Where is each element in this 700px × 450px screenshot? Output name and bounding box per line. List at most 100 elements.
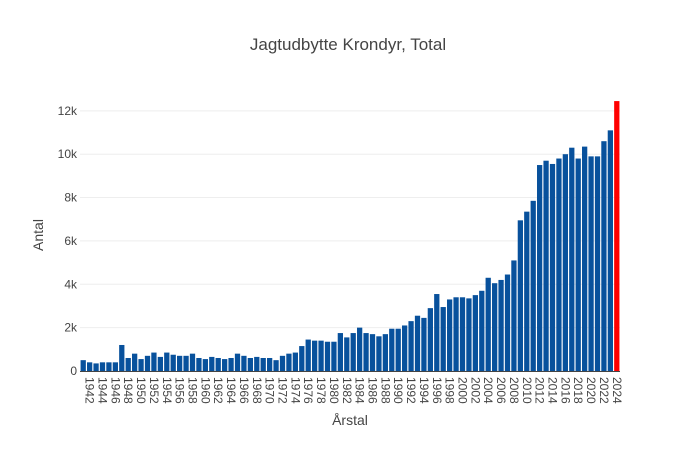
bar[interactable] <box>376 336 382 371</box>
bar[interactable] <box>305 339 311 371</box>
bar[interactable] <box>447 299 453 371</box>
bar[interactable] <box>440 307 446 371</box>
bar[interactable] <box>408 321 414 371</box>
bar[interactable] <box>183 355 189 371</box>
x-tick-label: 1992 <box>404 377 418 404</box>
y-tick-label: 0 <box>70 364 77 378</box>
x-tick-label: 1986 <box>366 377 380 404</box>
bar[interactable] <box>530 200 536 371</box>
x-tick-label: 2010 <box>520 377 534 404</box>
bar[interactable] <box>414 315 421 371</box>
bar[interactable] <box>549 163 556 371</box>
bar[interactable] <box>215 357 221 371</box>
bar[interactable] <box>543 160 549 371</box>
bar[interactable] <box>466 298 472 371</box>
bar[interactable] <box>234 353 241 371</box>
bar[interactable] <box>331 341 337 371</box>
bar[interactable] <box>492 283 498 371</box>
bar[interactable] <box>177 355 183 371</box>
bar[interactable] <box>132 353 138 371</box>
bar[interactable] <box>479 290 485 371</box>
bar[interactable] <box>588 156 594 371</box>
bar[interactable] <box>87 362 93 371</box>
x-tick-label: 2006 <box>494 377 508 404</box>
bar[interactable] <box>228 357 234 371</box>
bar[interactable] <box>209 356 215 371</box>
x-tick-label: 1952 <box>147 377 161 404</box>
x-tick-label: 2014 <box>546 377 560 404</box>
bar[interactable] <box>382 334 388 371</box>
bar[interactable] <box>144 355 151 371</box>
x-tick-label: 1976 <box>301 377 315 404</box>
bar[interactable] <box>247 357 253 371</box>
bar[interactable] <box>517 220 523 371</box>
bar[interactable] <box>292 352 298 371</box>
x-tick-label: 1998 <box>443 377 457 404</box>
bar[interactable] <box>575 158 581 371</box>
bar[interactable] <box>594 156 601 371</box>
bar[interactable] <box>157 356 163 371</box>
bar[interactable] <box>267 357 273 371</box>
bar[interactable] <box>562 154 568 371</box>
bar[interactable] <box>312 340 318 371</box>
bar[interactable] <box>498 279 504 371</box>
x-tick-label: 1960 <box>198 377 212 404</box>
bar[interactable] <box>357 327 363 371</box>
bar[interactable] <box>324 341 331 371</box>
bar[interactable] <box>170 354 176 371</box>
x-tick-label: 1982 <box>340 377 354 404</box>
bar[interactable] <box>202 359 208 371</box>
bar[interactable] <box>273 360 279 371</box>
bar[interactable] <box>138 359 144 371</box>
bar[interactable] <box>607 130 613 371</box>
bar[interactable] <box>601 141 607 371</box>
bar[interactable] <box>582 146 588 371</box>
bar[interactable] <box>389 328 395 371</box>
bar[interactable] <box>369 334 376 371</box>
bar[interactable] <box>556 158 562 371</box>
x-tick-label: 1978 <box>314 377 328 404</box>
bar[interactable] <box>363 333 369 371</box>
bar[interactable] <box>241 355 247 371</box>
bar[interactable] <box>260 357 266 371</box>
bar[interactable] <box>434 294 440 371</box>
bar[interactable] <box>112 362 118 371</box>
x-tick-label: 2020 <box>584 377 598 404</box>
x-tick-label: 1944 <box>96 377 110 404</box>
bar[interactable] <box>279 355 286 371</box>
bar[interactable] <box>402 325 408 371</box>
bar[interactable] <box>472 295 478 371</box>
bar[interactable] <box>286 353 292 371</box>
bar[interactable] <box>537 165 543 371</box>
bar[interactable] <box>189 353 196 371</box>
bar-highlighted[interactable] <box>614 101 620 372</box>
bar[interactable] <box>299 346 305 371</box>
bar[interactable] <box>511 260 517 371</box>
bar[interactable] <box>427 308 433 371</box>
bar[interactable] <box>151 352 157 371</box>
bar[interactable] <box>106 362 112 371</box>
bar[interactable] <box>119 344 125 371</box>
bar[interactable] <box>453 297 459 371</box>
x-tick-label: 2012 <box>533 377 547 404</box>
bar[interactable] <box>318 340 324 371</box>
bar[interactable] <box>93 363 99 371</box>
bar[interactable] <box>80 360 86 371</box>
bar[interactable] <box>254 356 260 371</box>
bar[interactable] <box>337 333 343 371</box>
bar[interactable] <box>196 357 202 371</box>
bar[interactable] <box>350 333 356 371</box>
bar[interactable] <box>344 337 350 371</box>
bar[interactable] <box>421 317 427 371</box>
bar[interactable] <box>485 277 491 371</box>
y-tick-label: 10k <box>58 147 78 161</box>
bar[interactable] <box>569 147 575 371</box>
bar[interactable] <box>164 352 170 371</box>
bar[interactable] <box>395 328 401 371</box>
bar[interactable] <box>459 297 466 371</box>
bar[interactable] <box>125 357 131 371</box>
bar[interactable] <box>524 211 530 371</box>
bar[interactable] <box>222 359 228 371</box>
bar[interactable] <box>99 362 106 371</box>
bar[interactable] <box>504 274 511 371</box>
